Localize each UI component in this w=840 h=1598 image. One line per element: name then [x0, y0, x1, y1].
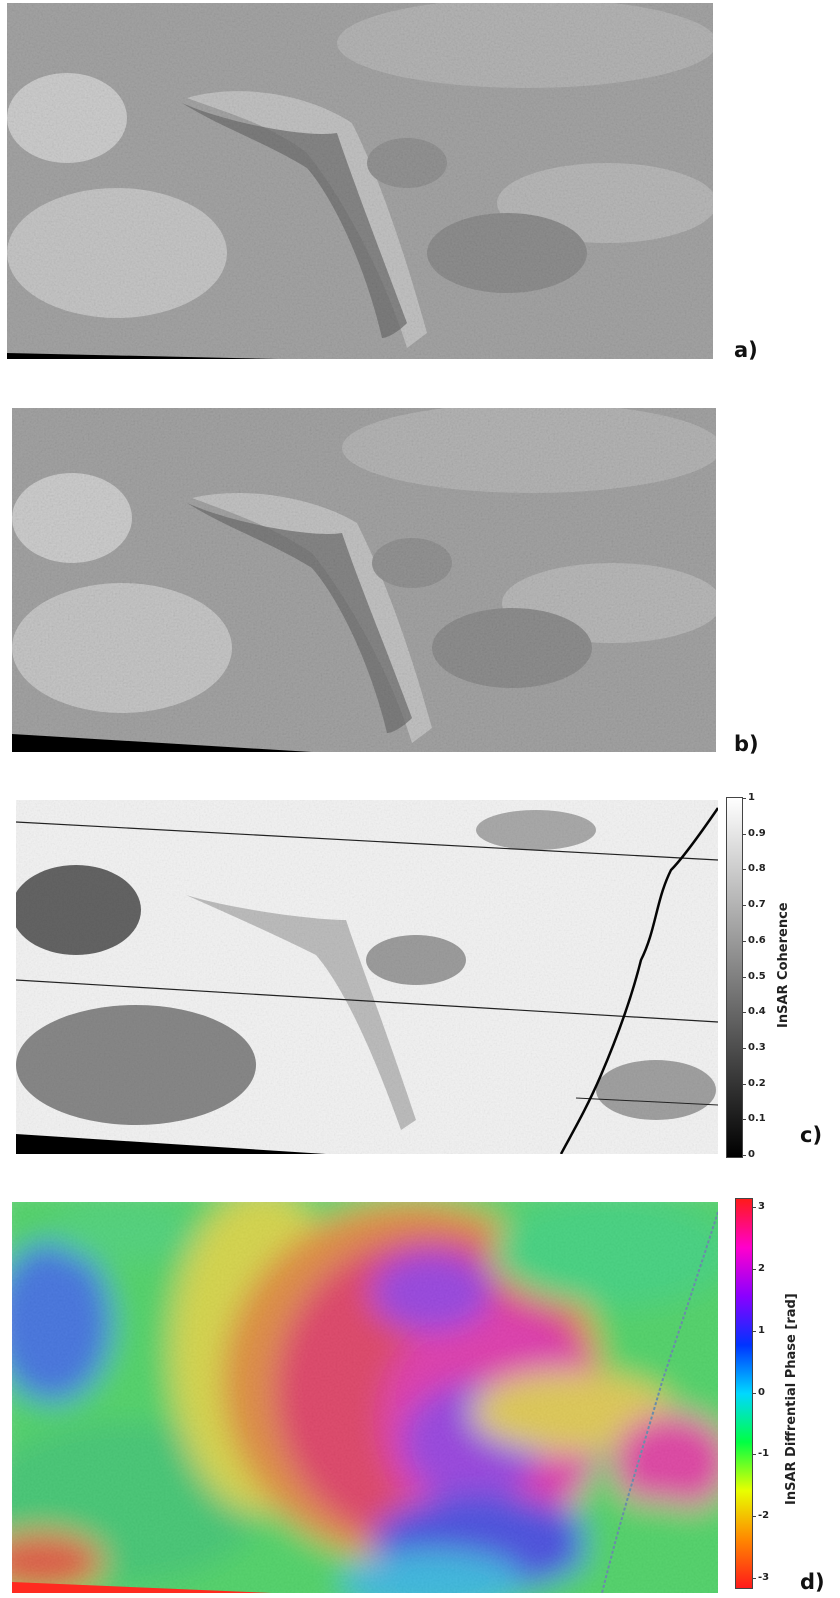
panel-label-d: d): [800, 1570, 825, 1594]
colorbar-tick-label: 0: [748, 1149, 755, 1160]
colorbar-tick-label: 0: [758, 1386, 765, 1398]
colorbar-tick-mark: [742, 1047, 746, 1049]
colorbar-tick-label: 0.5: [748, 970, 766, 982]
colorbar-tick-mark: [742, 976, 746, 978]
colorbar-tick-label: 0.3: [748, 1041, 766, 1053]
colorbar-tick-label: 1: [748, 792, 755, 803]
colorbar-tick-mark: [752, 1268, 756, 1270]
colorbar-tick-mark: [752, 1392, 756, 1394]
colorbar-tick-label: 0.2: [748, 1077, 766, 1089]
coherence-colorbar-title: InSAR Coherence: [776, 902, 791, 1028]
colorbar-tick-label: 0.1: [748, 1113, 766, 1125]
colorbar-tick-label: -1: [758, 1448, 770, 1460]
colorbar-tick-mark: [742, 1119, 746, 1121]
panel-label-c: c): [800, 1123, 823, 1147]
colorbar-tick-label: 0.7: [748, 899, 766, 911]
sar-amplitude-image-a: [7, 3, 713, 359]
panel-label-a: a): [734, 338, 758, 362]
colorbar-tick-mark: [752, 1454, 756, 1456]
image-panel-d: [12, 1202, 718, 1593]
phase-colorbar: [735, 1198, 753, 1589]
colorbar-tick-mark: [742, 869, 746, 871]
colorbar-tick-mark: [742, 833, 746, 835]
colorbar-tick-label: -3: [758, 1572, 770, 1583]
colorbar-tick-mark: [742, 940, 746, 942]
differential-phase-map: [12, 1202, 718, 1593]
colorbar-tick-mark: [742, 1155, 746, 1156]
coherence-colorbar: [726, 797, 743, 1158]
panel-label-b: b): [734, 732, 759, 756]
colorbar-tick-label: 2: [758, 1262, 765, 1274]
colorbar-tick-mark: [752, 1578, 756, 1579]
colorbar-tick-mark: [742, 1083, 746, 1085]
colorbar-tick-label: 0.8: [748, 863, 766, 875]
colorbar-tick-label: 0.9: [748, 827, 766, 839]
phase-colorbar-title: InSAR Diffrential Phase [rad]: [784, 1293, 799, 1505]
colorbar-tick-label: -2: [758, 1510, 770, 1522]
image-panel-a: [7, 3, 713, 359]
colorbar-tick-mark: [742, 1012, 746, 1014]
image-panel-b: [12, 408, 716, 752]
image-panel-c: [16, 800, 718, 1154]
colorbar-tick-label: 0.6: [748, 934, 766, 946]
colorbar-tick-mark: [742, 798, 746, 799]
coherence-map: [16, 800, 718, 1154]
colorbar-tick-mark: [742, 905, 746, 907]
colorbar-tick-label: 3: [758, 1201, 765, 1212]
colorbar-tick-label: 1: [758, 1324, 765, 1336]
colorbar-tick-mark: [752, 1516, 756, 1518]
colorbar-tick-label: 0.4: [748, 1006, 766, 1018]
colorbar-tick-mark: [752, 1330, 756, 1332]
colorbar-tick-mark: [752, 1207, 756, 1208]
sar-amplitude-image-b: [12, 408, 716, 752]
